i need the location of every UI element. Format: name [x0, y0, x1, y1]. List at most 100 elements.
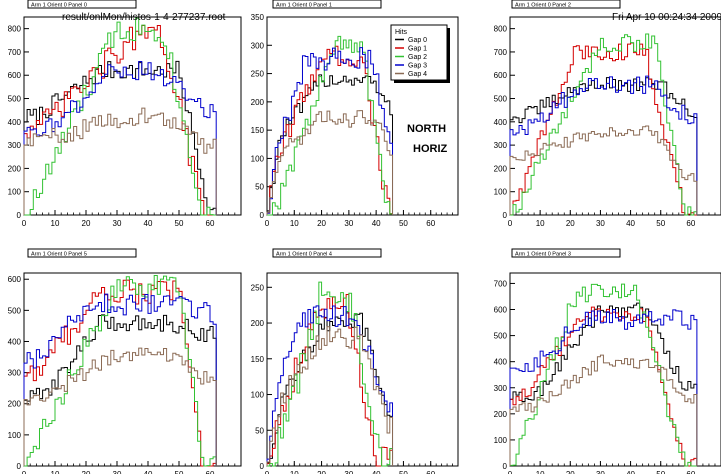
x-tick-label: 20 [82, 470, 91, 474]
y-tick-label: 0 [17, 211, 22, 220]
plot-frame [509, 16, 721, 216]
series-gap-0 [266, 312, 394, 466]
y-tick-label: 100 [494, 188, 508, 197]
x-tick-label: 30 [344, 219, 353, 228]
y-tick-label: 100 [8, 188, 22, 197]
panel-6: Arm 1 Orient 0 Panel 3010203040506001002… [494, 248, 721, 474]
y-tick-label: 600 [8, 275, 22, 284]
timestamp: Fri Apr 10 00:24:34 2009 [612, 12, 721, 23]
series-gap-2 [267, 281, 394, 467]
panel-title: Arm 1 Orient 0 Panel 4 [276, 252, 332, 258]
series-gap-4 [509, 125, 698, 215]
y-tick-label: 500 [494, 332, 508, 341]
x-tick-label: 60 [426, 470, 435, 474]
x-tick-label: 30 [113, 219, 122, 228]
x-tick-label: 20 [317, 470, 326, 474]
y-tick-label: 100 [251, 154, 265, 163]
panel-title: Arm 1 Orient 0 Panel 0 [31, 3, 87, 9]
series-gap-2 [24, 274, 217, 467]
legend-entry: Gap 1 [408, 46, 427, 53]
y-tick-label: 200 [251, 319, 265, 328]
x-tick-label: 20 [566, 219, 575, 228]
panel-title-box [272, 248, 382, 258]
x-tick-label: 60 [686, 470, 695, 474]
x-tick-label: 20 [566, 470, 575, 474]
x-tick-label: 10 [290, 219, 299, 228]
panel-title-box [27, 248, 137, 258]
series-gap-1 [266, 45, 394, 215]
series-gap-0 [266, 74, 394, 215]
plot-frame [23, 16, 242, 216]
y-tick-label: 500 [8, 306, 22, 315]
series-gap-3 [266, 305, 394, 466]
series-gap-0 [23, 314, 217, 466]
series-gap-2 [509, 283, 697, 467]
x-tick-label: 10 [536, 470, 545, 474]
x-tick-label: 40 [144, 219, 153, 228]
x-tick-label: 50 [399, 470, 408, 474]
y-tick-label: 100 [251, 391, 265, 400]
panel-title: Arm 1 Orient 0 Panel 3 [515, 252, 571, 258]
x-tick-label: 40 [372, 219, 381, 228]
y-tick-label: 700 [8, 48, 22, 57]
legend-entry: Gap 4 [408, 71, 427, 78]
y-tick-label: 0 [260, 211, 265, 220]
y-tick-label: 600 [494, 71, 508, 80]
panel-title: Arm 1 Orient 0 Panel 2 [515, 3, 571, 9]
y-tick-label: 0 [260, 462, 265, 471]
x-tick-label: 30 [113, 470, 122, 474]
series-gap-4 [266, 326, 394, 466]
y-tick-label: 600 [8, 71, 22, 80]
series-gap-1 [509, 42, 697, 216]
x-tick-label: 30 [344, 470, 353, 474]
y-tick-label: 350 [251, 13, 265, 22]
y-tick-label: 200 [8, 164, 22, 173]
y-tick-label: 700 [494, 48, 508, 57]
x-tick-label: 0 [265, 219, 270, 228]
series-gap-1 [266, 294, 394, 467]
x-tick-label: 50 [399, 219, 408, 228]
series-gap-4 [23, 107, 217, 215]
x-tick-label: 20 [82, 219, 91, 228]
y-tick-label: 50 [255, 426, 264, 435]
panel-3: Arm 1 Orient 0 Panel 20 10 20 30 40 50 6001002… [494, 0, 721, 228]
y-tick-label: 400 [8, 337, 22, 346]
panel-title: Arm 1 Orient 0 Panel 1 [276, 3, 332, 9]
panel-title-box [272, 0, 382, 9]
series-gap-4 [266, 110, 394, 215]
y-tick-label: 0 [503, 211, 508, 220]
y-tick-label: 300 [8, 369, 22, 378]
x-tick-label: 10 [290, 470, 299, 474]
series-gap-4 [23, 347, 217, 466]
x-tick-label: 60 [686, 219, 695, 228]
y-tick-label: 0 [503, 462, 508, 471]
y-tick-label: 300 [494, 384, 508, 393]
y-tick-label: 50 [255, 183, 264, 192]
panel-1: Arm 1 Orient 0 Panel 00 10 20 30 40 50 6001002… [8, 0, 242, 228]
series-gap-3 [509, 75, 698, 215]
y-tick-label: 700 [494, 279, 508, 288]
legend-entry: Gap 2 [408, 54, 427, 61]
x-tick-label: 0 [22, 219, 27, 228]
x-tick-label: 20 [317, 219, 326, 228]
legend-entry: Gap 0 [408, 37, 427, 44]
x-tick-label: 40 [372, 470, 381, 474]
panel-2: Arm 1 Orient 0 Panel 1 0 10 20 30 40 50 60 0 50 10… [251, 0, 459, 228]
panel-5: Arm 1 Orient 0 Panel 4 0 10 20 30 40 50 60 0 50 10… [251, 248, 459, 474]
y-tick-label: 250 [251, 283, 265, 292]
y-tick-label: 800 [494, 25, 508, 34]
y-tick-label: 300 [494, 141, 508, 150]
series-gap-3 [266, 47, 394, 215]
y-tick-label: 600 [494, 306, 508, 315]
x-tick-label: 10 [536, 219, 545, 228]
y-tick-label: 200 [8, 400, 22, 409]
orientation-label: HORIZ [413, 143, 448, 155]
series-gap-0 [509, 77, 698, 215]
panel-title-box [511, 0, 621, 9]
y-tick-label: 300 [8, 141, 22, 150]
y-tick-label: 200 [494, 164, 508, 173]
x-tick-label: 40 [144, 470, 153, 474]
panel-title-box [27, 0, 137, 9]
y-tick-label: 300 [251, 41, 265, 50]
